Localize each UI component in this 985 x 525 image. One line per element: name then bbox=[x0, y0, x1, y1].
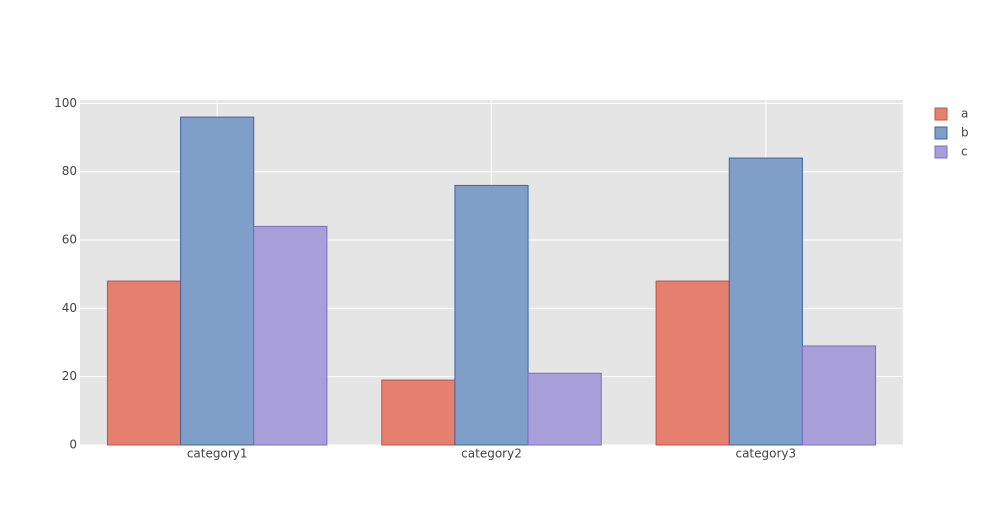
legend-label: b bbox=[961, 126, 969, 140]
x-tick-label: category1 bbox=[187, 447, 248, 461]
bar bbox=[253, 225, 328, 446]
legend-swatch bbox=[934, 145, 948, 159]
x-tick-label: category3 bbox=[735, 447, 796, 461]
y-tick-label: 100 bbox=[54, 96, 77, 110]
bar bbox=[454, 184, 529, 446]
y-tick-label: 80 bbox=[62, 164, 77, 178]
bar bbox=[180, 116, 255, 446]
bar bbox=[801, 345, 877, 446]
bar bbox=[655, 280, 730, 446]
bar bbox=[728, 157, 803, 446]
bar bbox=[527, 372, 602, 446]
legend-swatch bbox=[934, 107, 948, 121]
legend-label: c bbox=[961, 145, 968, 159]
legend-label: a bbox=[961, 107, 968, 121]
y-tick-label: 60 bbox=[62, 233, 77, 247]
bar bbox=[106, 280, 182, 446]
x-tick-label: category2 bbox=[461, 447, 522, 461]
bar bbox=[381, 379, 456, 446]
legend-swatch bbox=[934, 126, 948, 140]
y-tick-label: 40 bbox=[62, 301, 77, 315]
y-tick-label: 0 bbox=[69, 438, 77, 452]
y-tick-label: 20 bbox=[62, 369, 77, 383]
